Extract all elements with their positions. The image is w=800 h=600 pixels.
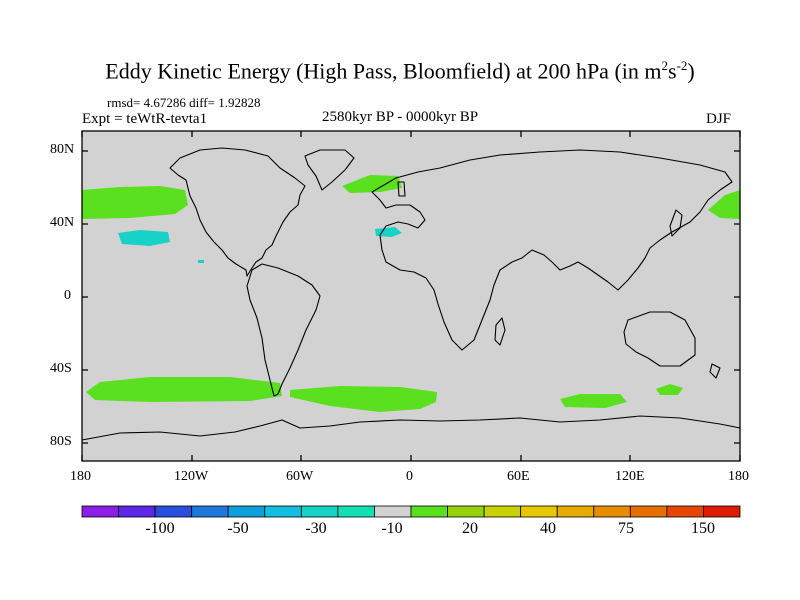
lat-label: 0 (64, 288, 71, 303)
antarctica-coast (81, 415, 741, 441)
australia-coast (623, 311, 696, 367)
colorbar-segment (703, 505, 741, 518)
east-atlantic-negative (375, 227, 402, 237)
north-pacific-negative (118, 230, 170, 246)
season-label: DJF (706, 111, 732, 127)
colorbar-segment (483, 505, 522, 518)
lon-label: 120W (174, 469, 209, 484)
colorbar-segment (410, 505, 448, 518)
north-atlantic-positive (342, 175, 402, 193)
colorbar-label: 75 (618, 520, 634, 537)
colorbar-segment (118, 505, 156, 518)
colorbar-segment (337, 505, 375, 518)
experiment-label: Expt = teWtR-tevta1 (82, 111, 208, 127)
south-america-coast (246, 263, 321, 397)
colorbar-label: -50 (227, 520, 249, 537)
anomaly-regions (82, 175, 740, 412)
map-frame (81, 130, 741, 462)
lat-label: 40S (50, 361, 72, 376)
new-zealand-coast (709, 363, 721, 379)
coastlines (81, 147, 741, 441)
indian-ocean-positive (560, 394, 627, 408)
lon-label: 60W (286, 469, 314, 484)
colorbar-label: -30 (305, 520, 327, 537)
south-atlantic-positive (290, 386, 437, 412)
north-america-coast (169, 147, 306, 277)
period-label: 2580kyr BP - 0000kyr BP (322, 109, 479, 125)
northwest-pacific-positive (708, 190, 740, 219)
colorbar-segment (264, 505, 302, 518)
colorbar-segment (227, 505, 266, 518)
lat-label: 40N (50, 215, 75, 230)
colorbar-segment (666, 505, 704, 518)
lat-label: 80S (50, 434, 72, 449)
tasman-positive (656, 384, 683, 395)
colorbar (81, 505, 741, 518)
colorbar-segment (629, 505, 668, 518)
colorbar-segment (593, 505, 631, 518)
lon-label: 180 (728, 469, 749, 484)
colorbar-segment (300, 505, 339, 518)
colorbar-label: 150 (691, 520, 715, 537)
madagascar-coast (494, 317, 506, 346)
colorbar-label: 20 (462, 520, 478, 537)
lon-label: 60E (507, 469, 530, 484)
north-pacific-positive (82, 186, 188, 219)
uk-coast (397, 181, 406, 197)
colorbar-segment (154, 505, 193, 518)
lat-label: 80N (50, 142, 75, 157)
lon-label: 0 (406, 469, 413, 484)
colorbar-label: -10 (381, 520, 403, 537)
colorbar-segment (374, 505, 412, 518)
greenland-coast (304, 149, 355, 191)
colorbar-label: 40 (540, 520, 556, 537)
colorbar-label: -100 (145, 520, 175, 537)
stats-text: rmsd= 4.67286 diff= 1.92828 (107, 95, 261, 110)
lon-label: 180 (70, 469, 91, 484)
colorbar-segment (191, 505, 229, 518)
colorbar-segment (556, 505, 595, 518)
colorbar-segment (520, 505, 558, 518)
colorbar-segment (81, 505, 119, 518)
hawaii-negative (198, 260, 204, 263)
map-title: Eddy Kinetic Energy (High Pass, Bloomfie… (105, 58, 695, 84)
lon-label: 120E (615, 469, 645, 484)
south-pacific-positive (86, 377, 282, 402)
map-background (82, 131, 740, 461)
colorbar-segment (447, 505, 485, 518)
japan-coast (669, 209, 683, 237)
eurasia-africa-coast (371, 149, 733, 351)
